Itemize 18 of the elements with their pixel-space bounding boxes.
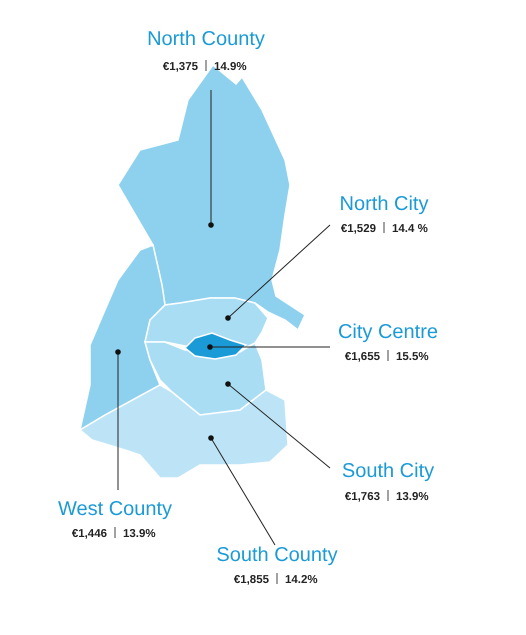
data-label: €1,375 xyxy=(162,61,199,73)
data-label: €1,529 xyxy=(340,223,376,235)
data-label: 15.5% xyxy=(396,351,429,363)
category-label: South City xyxy=(342,460,434,482)
data-label: 14.2% xyxy=(285,574,318,586)
data-label: €1,763 xyxy=(344,491,380,503)
category-label: West County xyxy=(58,498,172,520)
data-label: €1,855 xyxy=(234,574,270,586)
category-label: North City xyxy=(340,193,428,215)
data-label: 14.9% xyxy=(214,61,247,73)
data-label: 13.9% xyxy=(396,491,429,503)
category-label: South County xyxy=(216,544,338,566)
category-label: North County xyxy=(147,28,265,50)
data-label: €1,655 xyxy=(344,351,381,363)
category-label: City Centre xyxy=(338,321,438,343)
data-label: €1,446 xyxy=(72,528,107,540)
data-label: 14.4 % xyxy=(392,223,428,235)
data-label: 13.9% xyxy=(123,528,156,540)
